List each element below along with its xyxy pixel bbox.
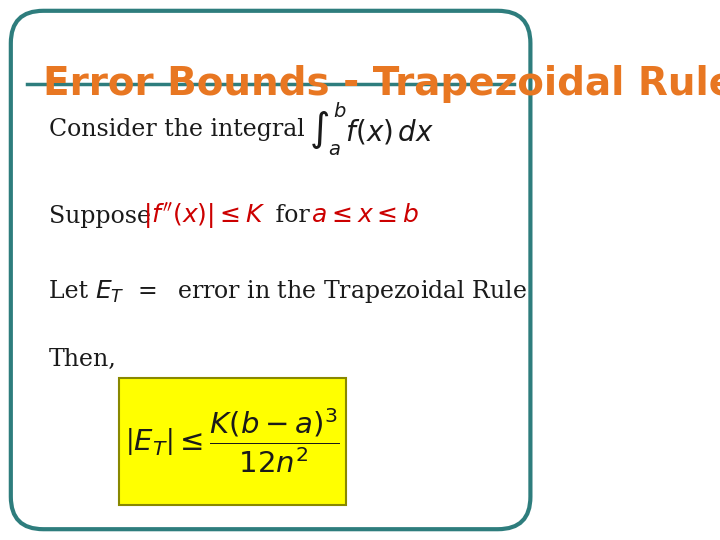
Text: $\left|E_T\right| \leq \dfrac{K(b-a)^3}{12n^2}$: $\left|E_T\right| \leq \dfrac{K(b-a)^3}{…	[125, 406, 340, 475]
Text: Consider the integral: Consider the integral	[49, 118, 305, 141]
FancyBboxPatch shape	[11, 11, 531, 529]
Text: Then,: Then,	[49, 348, 117, 370]
Text: Suppose: Suppose	[49, 205, 158, 227]
Text: $E_T$: $E_T$	[95, 279, 125, 305]
Text: $=$  error in the Trapezoidal Rule: $=$ error in the Trapezoidal Rule	[132, 278, 527, 305]
Text: $a \leq x \leq b$: $a \leq x \leq b$	[311, 205, 419, 227]
Text: Let: Let	[49, 280, 95, 303]
FancyBboxPatch shape	[119, 378, 346, 505]
Text: Error Bounds - Trapezoidal Rule: Error Bounds - Trapezoidal Rule	[43, 65, 720, 103]
Text: $\int_a^b f(x)\,dx$: $\int_a^b f(x)\,dx$	[308, 101, 433, 158]
Text: for: for	[268, 205, 318, 227]
Text: $|f^{\prime\prime}(x)| \leq K$: $|f^{\prime\prime}(x)| \leq K$	[143, 201, 266, 231]
